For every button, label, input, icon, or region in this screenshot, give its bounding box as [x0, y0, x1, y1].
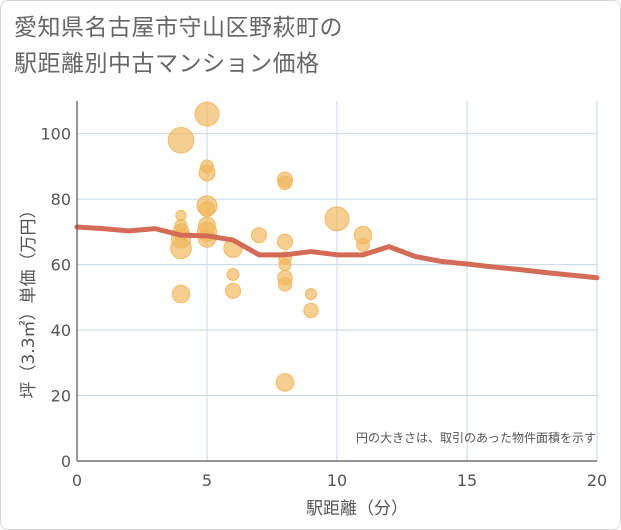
trend-line: [74, 224, 600, 281]
x-axis-label: 駅距離（分）: [306, 499, 408, 519]
data-bubble: [226, 267, 240, 281]
data-bubble: [304, 287, 318, 301]
grid-lines: [77, 101, 598, 461]
data-bubble: [224, 282, 242, 299]
tick-labels: 0 20 40 60 80 100 0 5 10 15 20: [40, 125, 607, 490]
y-tick-label: 100: [40, 125, 71, 144]
x-tick-label: 5: [202, 471, 212, 490]
axes: [76, 101, 597, 462]
y-axis-label: 坪（3.3㎡）単価（万円）: [19, 201, 39, 398]
x-tick-label: 15: [457, 471, 477, 490]
data-bubble: [276, 233, 294, 250]
size-legend-note: 円の大きさは、取引のあった物件面積を示す: [356, 430, 596, 445]
x-tick-label: 0: [72, 471, 82, 490]
data-bubble: [277, 175, 293, 191]
y-tick-label: 80: [51, 190, 71, 209]
chart-title-line2: 駅距離別中古マンション価格: [14, 51, 320, 77]
data-bubble: [171, 284, 191, 304]
data-bubble: [275, 373, 295, 392]
chart-title: 愛知県名古屋市守山区野萩町の 駅距離別中古マンション価格: [14, 10, 343, 82]
y-tick-label: 0: [61, 452, 71, 471]
y-tick-label: 20: [51, 387, 71, 406]
data-bubble: [277, 276, 293, 292]
data-bubble: [324, 206, 350, 232]
data-bubble: [303, 302, 319, 319]
chart-title-line1: 愛知県名古屋市守山区野萩町の: [14, 15, 343, 41]
trend-series: [74, 224, 600, 281]
y-tick-label: 60: [51, 256, 71, 275]
data-bubble: [198, 200, 216, 218]
bubble-series: [167, 101, 373, 392]
data-bubble: [167, 126, 195, 154]
data-bubble: [356, 238, 370, 252]
data-bubble: [278, 258, 292, 272]
x-tick-label: 20: [587, 471, 607, 490]
data-bubble: [198, 164, 216, 182]
x-tick-label: 10: [327, 471, 347, 490]
data-bubble: [250, 227, 268, 244]
data-bubble: [170, 237, 192, 260]
data-bubble: [194, 101, 220, 127]
y-tick-label: 40: [51, 321, 71, 340]
